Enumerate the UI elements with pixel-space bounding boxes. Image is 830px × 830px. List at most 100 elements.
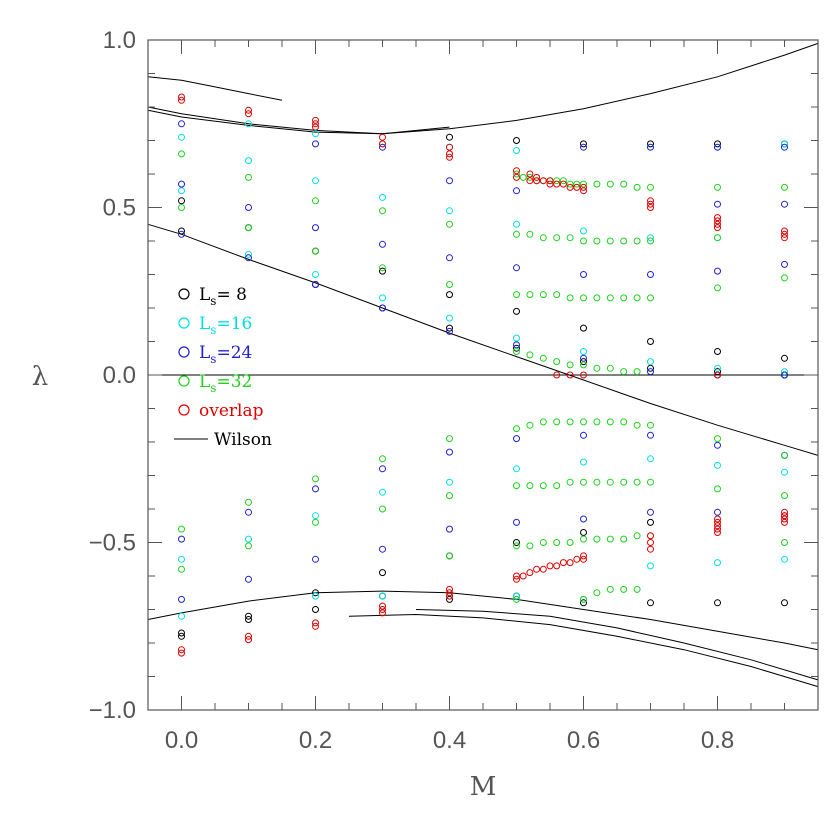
- point-overlap: [178, 649, 185, 657]
- point-ls-24: [647, 368, 654, 376]
- point-ls-24: [245, 204, 252, 211]
- point-overlap: [781, 508, 788, 516]
- point-overlap: [379, 609, 386, 617]
- wilson-curve-3: [147, 223, 819, 456]
- point-ls-32: [606, 180, 614, 188]
- point-ls-16: [647, 562, 654, 570]
- point-ls-24: [178, 120, 185, 128]
- point-overlap: [781, 227, 788, 235]
- x-tick-label: 0.0: [165, 727, 198, 754]
- point-ls-32: [245, 498, 252, 506]
- point-overlap: [178, 93, 185, 101]
- point-ls-24: [178, 595, 185, 603]
- point-ls-24: [714, 508, 721, 516]
- point-ls-24: [580, 354, 587, 362]
- point-overlap: [573, 183, 581, 191]
- wilson-curve-6: [415, 609, 819, 681]
- point-ls-24: [446, 327, 453, 335]
- point-ls-32: [539, 234, 547, 242]
- point-ls-24: [714, 441, 721, 449]
- point-ls-24: [513, 187, 520, 195]
- point-ls-24: [513, 264, 520, 272]
- point-ls-8: [513, 307, 520, 315]
- point-ls-24: [446, 448, 453, 456]
- point-overlap: [312, 116, 319, 124]
- point-ls-32: [526, 173, 534, 181]
- point-ls-32: [573, 180, 581, 188]
- point-ls-32: [526, 291, 534, 299]
- point-ls-32: [606, 418, 614, 426]
- point-ls-16: [781, 468, 788, 476]
- point-ls-32: [580, 237, 587, 245]
- legend-marker: [178, 288, 190, 300]
- point-overlap: [533, 177, 541, 185]
- point-ls-16: [446, 314, 453, 322]
- y-tick-label: 1.0: [103, 27, 136, 54]
- point-ls-8: [446, 133, 453, 141]
- point-ls-24: [312, 555, 319, 563]
- point-overlap: [526, 569, 534, 577]
- point-ls-16: [647, 234, 654, 242]
- point-overlap: [245, 106, 252, 114]
- point-overlap: [533, 173, 541, 181]
- point-ls-32: [379, 207, 386, 215]
- point-ls-32: [593, 237, 601, 245]
- point-overlap: [312, 619, 319, 627]
- point-overlap: [312, 123, 319, 131]
- point-ls-32: [178, 150, 185, 158]
- point-ls-32: [633, 294, 641, 302]
- point-ls-32: [580, 478, 587, 486]
- point-ls-24: [781, 200, 788, 208]
- point-overlap: [781, 512, 788, 520]
- point-ls-24: [245, 575, 252, 583]
- point-overlap: [379, 133, 386, 141]
- point-ls-8: [312, 589, 319, 597]
- point-ls-8: [781, 354, 788, 362]
- point-overlap: [178, 96, 185, 104]
- point-ls-24: [446, 254, 453, 262]
- point-ls-32: [312, 518, 319, 526]
- point-overlap: [781, 230, 788, 238]
- point-overlap: [546, 177, 554, 185]
- point-ls-24: [513, 341, 520, 349]
- point-ls-32: [312, 247, 319, 255]
- point-ls-16: [580, 458, 587, 466]
- point-ls-16: [245, 157, 252, 165]
- point-overlap: [781, 234, 788, 242]
- point-ls-24: [647, 431, 654, 439]
- wilson-curve-0: [147, 76, 283, 101]
- point-ls-16: [513, 147, 520, 154]
- point-ls-24: [446, 525, 453, 533]
- point-overlap: [714, 529, 721, 536]
- point-ls-32: [593, 418, 601, 426]
- point-ls-8: [580, 140, 587, 148]
- point-ls-16: [178, 612, 185, 620]
- point-ls-24: [245, 254, 252, 262]
- point-ls-32: [446, 435, 453, 443]
- point-overlap: [513, 572, 520, 580]
- point-ls-32: [553, 418, 561, 426]
- wilson-curves: [147, 42, 819, 688]
- point-ls-16: [178, 187, 185, 195]
- point-ls-24: [781, 143, 788, 151]
- point-overlap: [714, 220, 721, 228]
- point-ls-16: [245, 120, 252, 128]
- point-overlap: [553, 371, 561, 379]
- point-ls-32: [446, 281, 453, 288]
- point-ls-32: [526, 421, 534, 429]
- point-ls-16: [513, 592, 520, 600]
- point-ls-32: [566, 361, 574, 369]
- point-overlap: [553, 562, 561, 570]
- point-ls-8: [714, 368, 721, 376]
- point-overlap: [559, 559, 567, 567]
- wilson-curve-5: [348, 613, 819, 688]
- point-ls-16: [446, 478, 453, 486]
- point-ls-16: [781, 140, 788, 148]
- point-overlap: [245, 632, 252, 640]
- point-overlap: [566, 183, 574, 191]
- point-ls-8: [647, 599, 654, 607]
- legend-label-wilson: Wilson: [214, 430, 272, 450]
- point-ls-24: [714, 200, 721, 208]
- point-ls-32: [606, 237, 614, 245]
- point-ls-24: [647, 143, 654, 151]
